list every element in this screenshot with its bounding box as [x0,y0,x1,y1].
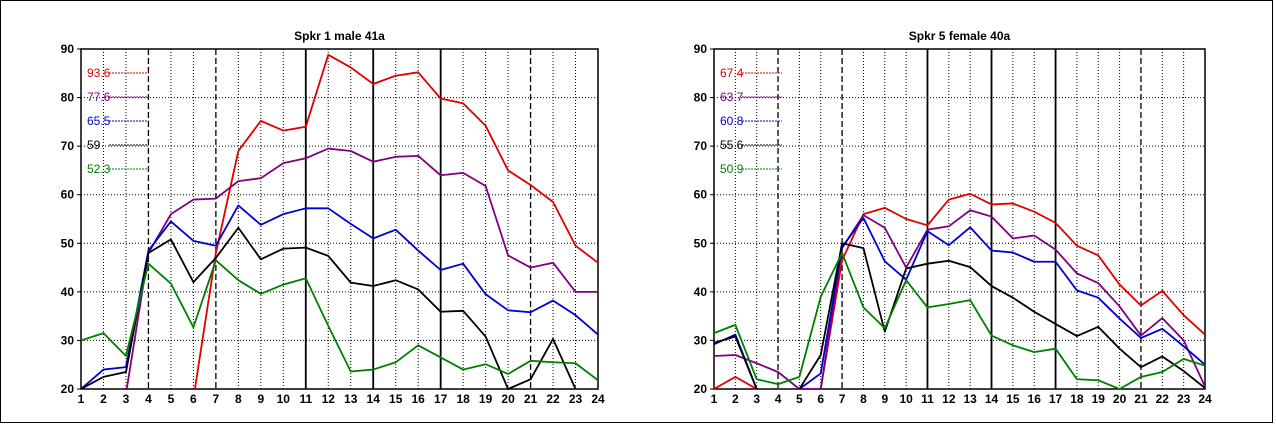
x-tick-label: 6 [817,392,824,406]
legend-label: 60.8 [720,114,744,128]
x-tick-label: 24 [591,392,605,406]
series-line-1 [714,209,1205,390]
series-line-0 [193,53,598,390]
legend-label: 77.6 [87,90,111,104]
x-tick-label: 12 [942,392,956,406]
legend-label: 59 [87,138,101,152]
y-tick-label: 80 [61,91,75,105]
x-tick-label: 5 [168,392,175,406]
x-tick-label: 1 [711,392,718,406]
legend-label: 93.6 [87,66,111,80]
x-tick-label: 15 [1006,392,1020,406]
x-tick-label: 18 [1070,392,1084,406]
legend-label: 55.6 [720,138,744,152]
x-tick-label: 21 [1134,392,1148,406]
y-tick-label: 70 [61,139,75,153]
legend-label: 52.3 [87,162,111,176]
y-tick-label: 80 [694,91,708,105]
x-tick-label: 13 [963,392,977,406]
x-tick-label: 11 [921,392,934,406]
series-line-0 [714,375,758,390]
x-tick-label: 5 [796,392,803,406]
x-tick-label: 15 [389,392,403,406]
series-line-4 [714,252,1205,390]
series-line-0 [819,192,1205,390]
x-tick-label: 7 [213,392,220,406]
chart-title: Spkr 5 female 40a [909,29,1011,43]
x-tick-label: 9 [257,392,264,406]
x-tick-label: 16 [411,392,425,406]
x-tick-label: 2 [732,392,739,406]
x-tick-label: 20 [1113,392,1127,406]
y-tick-label: 90 [61,42,75,56]
chart-title: Spkr 1 male 41a [294,29,385,43]
y-tick-label: 20 [694,382,708,396]
x-tick-label: 12 [322,392,336,406]
y-tick-label: 50 [61,236,75,250]
x-tick-label: 13 [344,392,358,406]
y-tick-label: 70 [694,139,708,153]
y-tick-label: 30 [61,333,75,347]
x-tick-label: 1 [78,392,85,406]
y-tick-label: 20 [61,382,75,396]
x-tick-label: 3 [123,392,130,406]
x-tick-label: 10 [277,392,291,406]
series-line-3 [81,226,577,390]
x-tick-label: 19 [479,392,493,406]
y-tick-label: 90 [694,42,708,56]
x-tick-label: 2 [100,392,107,406]
x-tick-label: 3 [753,392,760,406]
x-tick-label: 19 [1092,392,1106,406]
y-tick-label: 60 [61,188,75,202]
x-tick-label: 6 [190,392,197,406]
plot-border [713,48,1206,390]
x-tick-label: 24 [1198,392,1212,406]
x-tick-label: 21 [524,392,538,406]
legend-label: 63.7 [720,90,744,104]
series-line-2 [798,217,1205,390]
x-tick-label: 7 [839,392,846,406]
series-line-2 [81,204,598,390]
x-tick-label: 23 [1177,392,1191,406]
x-tick-label: 22 [546,392,560,406]
x-tick-label: 11 [299,392,312,406]
plot-border [80,48,599,390]
series-line-3 [714,335,758,390]
x-tick-label: 20 [501,392,515,406]
legend-label: 67.4 [720,66,744,80]
x-tick-label: 16 [1028,392,1042,406]
x-tick-label: 22 [1156,392,1170,406]
y-tick-label: 50 [694,236,708,250]
x-tick-label: 4 [145,392,152,406]
x-tick-label: 17 [434,392,448,406]
series-line-4 [81,259,598,381]
y-tick-label: 30 [694,333,708,347]
series-line-3 [798,242,1205,390]
x-tick-label: 8 [235,392,242,406]
x-tick-label: 17 [1049,392,1063,406]
x-tick-label: 8 [860,392,867,406]
x-tick-label: 18 [456,392,470,406]
x-tick-label: 10 [899,392,913,406]
x-tick-label: 4 [775,392,782,406]
y-tick-label: 40 [61,285,75,299]
y-tick-label: 60 [694,188,708,202]
x-tick-label: 14 [985,392,999,406]
series-line-1 [125,147,598,390]
x-tick-label: 9 [881,392,888,406]
legend-label: 50.9 [720,162,744,176]
x-tick-label: 14 [367,392,381,406]
legend-label: 65.5 [87,114,111,128]
x-tick-label: 23 [569,392,583,406]
y-tick-label: 40 [694,285,708,299]
